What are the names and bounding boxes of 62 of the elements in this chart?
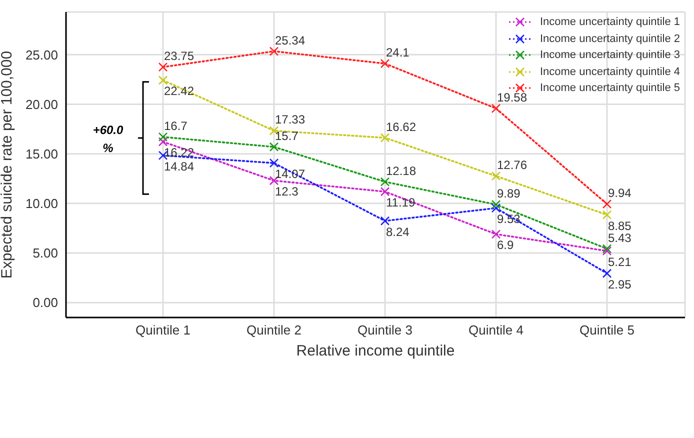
point [491,200,501,210]
point [269,46,279,56]
point [491,203,501,213]
annotation: +60.0 % [92,123,124,156]
data-label: 16.62 [386,120,416,134]
data-label: 5.43 [608,230,632,245]
x-tick-label: Quintile 1 [136,322,190,338]
data-label: 12.18 [386,164,416,178]
legend-label: Income uncertainty quintile 4 [540,64,680,80]
x-tick-label: Quintile 5 [580,322,634,338]
point [269,158,279,168]
point [602,268,612,278]
point [602,246,612,256]
legend-label: Income uncertainty quintile 5 [540,81,680,96]
data-label: 12.3 [275,184,299,199]
point [158,76,168,85]
y-tick-label: 20.00 [25,96,58,112]
point [491,171,501,181]
y-tick-label: 15.00 [25,146,58,162]
point [380,186,390,196]
legend-label: Income uncertainty quintile 2 [540,32,680,46]
x-tick-label: Quintile 2 [246,322,302,338]
x-tick-label: Quintile 3 [358,322,412,338]
point [602,199,612,209]
point [380,216,390,226]
point [158,62,168,72]
point [602,210,612,220]
data-label: 14.84 [164,159,194,174]
data-label: 19.58 [497,90,528,104]
data-label: 24.1 [386,46,410,60]
y-tick-label: 10.00 [25,196,58,212]
y-tick-label: 25.00 [25,47,58,62]
x-tick-label: Quintile 4 [468,322,524,338]
y-tick-label: 0.00 [32,295,58,310]
data-label: 5.21 [608,254,632,269]
data-label: 25.34 [275,33,306,48]
point [602,244,612,254]
data-label: 17.33 [275,112,306,127]
point [491,230,501,239]
point [491,104,501,114]
point [380,177,390,186]
point [269,142,279,152]
point [158,132,168,142]
point [158,137,168,146]
data-label: 15.7 [275,128,299,143]
legend-label: Income uncertainty quintile 3 [540,48,680,63]
y-tick-label: 5.00 [32,246,58,261]
data-label: 8.85 [608,218,632,233]
data-label: 12.76 [497,158,528,172]
data-label: 11.19 [386,196,416,210]
data-label: 9.89 [497,186,521,201]
data-label: 2.95 [608,277,632,292]
data-label: 9.94 [608,186,632,200]
data-label: 16.7 [164,118,188,133]
y-axis-title: Expected suicide rate per 100,000 [0,50,16,279]
point [380,58,390,68]
data-label: 23.75 [164,49,194,64]
x-axis-title: Relative income quintile [296,342,455,360]
legend-label: Income uncertainty quintile 1 [540,15,680,30]
data-label: 6.9 [497,238,514,252]
data-label: 8.24 [386,224,410,239]
point [380,133,390,142]
